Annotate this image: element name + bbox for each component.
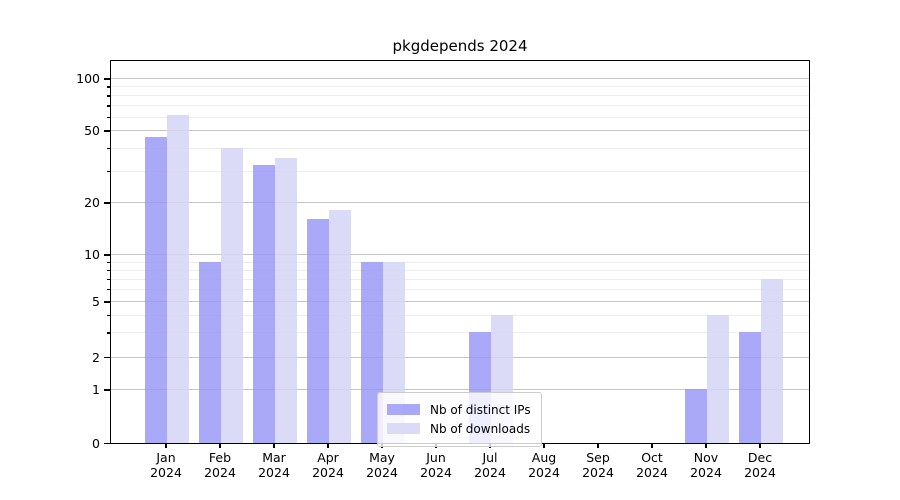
legend-item-downloads: Nb of downloads — [387, 419, 531, 438]
gridline-major-2 — [111, 356, 809, 358]
bar-downloads-dec — [761, 278, 783, 443]
y-tick-mark-0 — [104, 442, 110, 445]
y-tick-mark-10 — [104, 254, 110, 256]
chart-title: pkgdepends 2024 — [392, 37, 528, 55]
legend-swatch-distinct-ips — [387, 404, 420, 415]
x-tick-label-feb: Feb 2024 — [204, 450, 236, 480]
y-tick-label-1: 1 — [92, 382, 100, 397]
y-tick-label-50: 50 — [84, 123, 100, 138]
x-tick-mark-feb — [219, 443, 221, 448]
x-tick-label-nov: Nov 2024 — [690, 450, 722, 480]
legend-label-distinct-ips: Nb of distinct IPs — [430, 402, 531, 417]
bar-downloads-mar — [275, 158, 297, 443]
bar-downloads-feb — [221, 147, 243, 443]
y-tick-mark-5 — [104, 301, 110, 303]
y-tick-mark-minor-6 — [106, 289, 110, 291]
y-tick-label-5: 5 — [92, 294, 100, 309]
x-tick-label-aug: Aug 2024 — [528, 450, 560, 480]
bar-distinct-ips-apr — [307, 219, 329, 443]
y-tick-mark-minor-9 — [106, 261, 110, 263]
y-tick-mark-minor-7 — [106, 278, 110, 280]
x-tick-label-jul: Jul 2024 — [474, 450, 506, 480]
bar-distinct-ips-dec — [739, 332, 761, 443]
gridline-minor-80 — [111, 95, 809, 97]
y-tick-mark-minor-70 — [106, 105, 110, 107]
x-tick-label-may: May 2024 — [366, 450, 398, 480]
gridline-major-1 — [111, 389, 809, 391]
bar-distinct-ips-feb — [199, 261, 221, 443]
x-tick-label-dec: Dec 2024 — [744, 450, 776, 480]
gridline-minor-6 — [111, 289, 809, 291]
x-tick-mark-apr — [327, 443, 329, 448]
gridline-major-5 — [111, 301, 809, 303]
y-tick-mark-20 — [104, 202, 110, 204]
gridline-minor-60 — [111, 116, 809, 118]
y-tick-mark-minor-60 — [106, 116, 110, 119]
y-tick-mark-minor-80 — [106, 95, 110, 97]
y-tick-mark-minor-30 — [106, 170, 110, 172]
bar-distinct-ips-jan — [145, 136, 167, 443]
bar-distinct-ips-mar — [253, 165, 275, 443]
y-tick-mark-2 — [104, 356, 110, 359]
x-tick-label-jan: Jan 2024 — [150, 450, 182, 480]
gridline-major-50 — [111, 130, 809, 132]
x-tick-mark-mar — [273, 443, 275, 448]
legend-swatch-downloads — [387, 423, 420, 434]
bar-downloads-nov — [707, 314, 729, 443]
gridline-major-20 — [111, 202, 809, 204]
x-tick-label-mar: Mar 2024 — [258, 450, 290, 480]
x-tick-label-oct: Oct 2024 — [636, 450, 668, 480]
x-tick-mark-oct — [651, 443, 653, 448]
x-tick-mark-sep — [597, 443, 599, 448]
gridline-minor-70 — [111, 105, 809, 107]
legend-label-downloads: Nb of downloads — [430, 421, 531, 436]
x-tick-label-sep: Sep 2024 — [582, 450, 614, 480]
x-tick-label-jun: Jun 2024 — [420, 450, 452, 480]
y-tick-label-10: 10 — [84, 247, 100, 262]
gridline-minor-4 — [111, 314, 809, 316]
y-tick-mark-1 — [104, 389, 110, 391]
gridline-major-100 — [111, 78, 809, 80]
x-tick-mark-aug — [543, 443, 545, 448]
bar-downloads-apr — [329, 210, 351, 443]
gridline-minor-3 — [111, 332, 809, 334]
y-tick-label-100: 100 — [76, 71, 100, 86]
y-tick-label-0: 0 — [92, 435, 100, 451]
gridline-minor-30 — [111, 170, 809, 172]
y-tick-mark-100 — [104, 78, 110, 80]
x-tick-mark-jan — [165, 443, 167, 448]
y-tick-mark-minor-3 — [106, 332, 110, 334]
legend-item-distinct-ips: Nb of distinct IPs — [387, 400, 531, 419]
gridline-minor-40 — [111, 147, 809, 149]
x-tick-label-apr: Apr 2024 — [312, 450, 344, 480]
bar-distinct-ips-nov — [685, 389, 707, 443]
x-tick-mark-dec — [759, 443, 761, 448]
y-tick-mark-50 — [104, 130, 110, 132]
gridline-minor-8 — [111, 269, 809, 271]
bar-downloads-jan — [167, 115, 189, 443]
y-tick-label-2: 2 — [92, 349, 100, 365]
plot-area — [110, 60, 810, 444]
legend: Nb of distinct IPs Nb of downloads — [377, 392, 542, 447]
gridline-minor-9 — [111, 261, 809, 263]
y-tick-label-20: 20 — [84, 195, 100, 210]
x-tick-mark-nov — [705, 443, 707, 448]
y-tick-mark-minor-4 — [106, 315, 110, 317]
gridline-major-10 — [111, 254, 809, 256]
y-tick-mark-minor-8 — [106, 269, 110, 271]
gridline-minor-7 — [111, 278, 809, 280]
gridline-minor-90 — [111, 86, 809, 88]
y-tick-mark-minor-90 — [106, 86, 110, 88]
y-tick-mark-minor-40 — [106, 148, 110, 150]
